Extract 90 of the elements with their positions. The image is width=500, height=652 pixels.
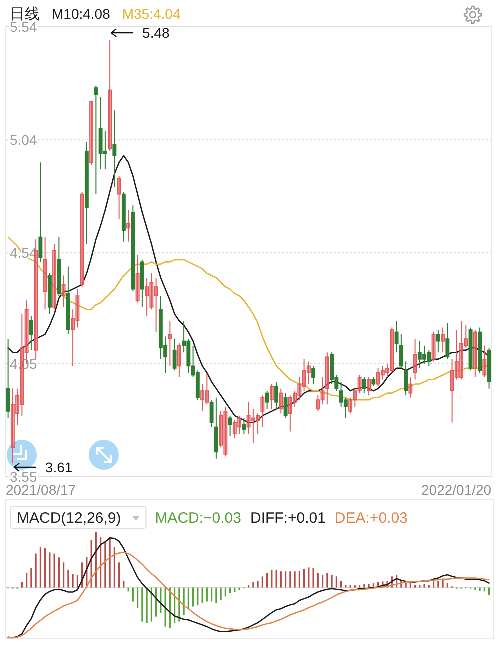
annotation: 3.61 (45, 459, 73, 476)
candlestick (325, 352, 330, 406)
candlestick (108, 40, 112, 152)
candlestick (441, 327, 446, 354)
candlestick (376, 368, 380, 388)
candlestick (126, 210, 131, 242)
candlestick (112, 110, 117, 188)
candlestick (408, 377, 413, 398)
candlestick (298, 377, 302, 401)
text: M10:4.08 (52, 6, 111, 22)
text: DIFF:+0.01 (250, 510, 326, 527)
text: 2021/08/17 (6, 482, 76, 498)
candlestick (71, 309, 76, 367)
candlestick (316, 395, 320, 412)
candlestick (372, 377, 376, 388)
candlestick (306, 361, 311, 385)
candlestick (358, 374, 362, 394)
candlestick (177, 343, 182, 378)
candlestick (386, 363, 390, 378)
candlestick (446, 322, 450, 360)
candlestick (172, 338, 177, 372)
candlestick (6, 338, 10, 419)
candlestick (256, 413, 260, 435)
candlestick (260, 395, 265, 428)
candlestick (62, 275, 66, 308)
candlestick (232, 420, 237, 440)
candlestick (288, 395, 292, 432)
candlestick (10, 388, 15, 464)
candlestick (265, 390, 270, 410)
candlestick (136, 254, 140, 304)
candlestick (246, 402, 251, 435)
candlestick (205, 372, 210, 406)
y-tick-label: 5.04 (10, 132, 38, 148)
candlestick (270, 384, 274, 410)
candlestick (367, 377, 372, 396)
y-tick-label: 3.55 (10, 469, 38, 485)
candlestick (380, 366, 385, 380)
candlestick (279, 388, 284, 414)
candlestick (454, 330, 459, 380)
candlestick (390, 327, 394, 374)
candlestick (320, 377, 325, 406)
candlestick (284, 392, 288, 419)
candlestick (312, 366, 316, 385)
candlestick (90, 101, 94, 166)
candlestick (29, 316, 34, 351)
candlestick (154, 278, 158, 333)
chart-title: 日线 (10, 6, 40, 23)
candlestick (200, 384, 205, 412)
candlestick (150, 272, 154, 310)
candlestick (228, 415, 232, 437)
candlestick (251, 408, 256, 444)
candlestick (348, 397, 353, 414)
candlestick (80, 192, 84, 288)
candlestick (460, 320, 464, 380)
text: M35:4.04 (122, 6, 181, 22)
candlestick (362, 377, 366, 394)
candlestick (103, 130, 108, 170)
candlestick (16, 388, 20, 426)
candlestick (168, 320, 172, 367)
candlestick (353, 388, 358, 408)
chart-title: MACD(12,26,9) (17, 510, 122, 527)
candlestick (224, 406, 228, 458)
candlestick (38, 162, 43, 263)
candlestick (76, 288, 80, 328)
candlestick (473, 330, 478, 378)
text: 2022/01/20 (422, 482, 492, 498)
candlestick (436, 330, 440, 354)
candlestick (464, 324, 468, 349)
candlestick (242, 418, 246, 435)
candlestick (394, 320, 399, 354)
candlestick (302, 358, 306, 392)
candlestick (432, 332, 436, 362)
text: MACD:−0.03 (155, 510, 242, 527)
candlestick (210, 400, 214, 428)
candlestick (404, 361, 408, 396)
candlestick (219, 410, 224, 448)
candlestick (145, 278, 150, 317)
candlestick (52, 244, 57, 310)
annotation: 5.48 (142, 25, 170, 42)
candlestick (43, 236, 48, 310)
candlestick (238, 415, 242, 435)
candlestick (399, 334, 404, 369)
candlestick (293, 390, 298, 408)
candlestick (413, 338, 418, 380)
candlestick (94, 85, 98, 195)
candlestick (450, 358, 454, 424)
text: DEA:+0.03 (334, 510, 408, 527)
candlestick (482, 345, 487, 378)
candlestick (274, 382, 279, 410)
candlestick (117, 176, 122, 220)
